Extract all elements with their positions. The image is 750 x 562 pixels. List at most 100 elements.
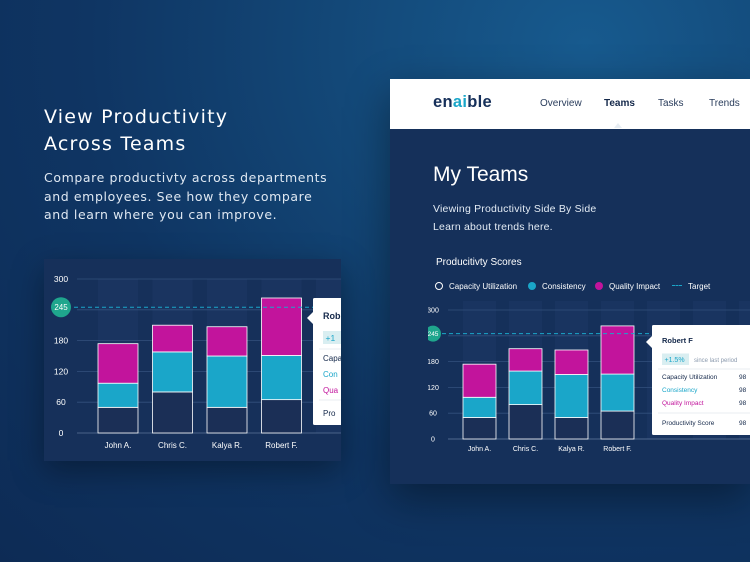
x-category-label: John A. [105,441,132,450]
logo-text: en [433,93,453,111]
bar-segment-quality-impact[interactable] [152,324,193,353]
learn-trends-link[interactable]: Learn about trends here. [433,221,553,233]
y-tick-label: 120 [54,366,68,376]
logo-accent-text: ai [452,93,468,111]
nav-tasks[interactable]: Tasks [658,98,684,109]
tooltip [652,325,750,435]
tooltip-metric-label: Qua [323,386,339,395]
tooltip-score-value: 98 [739,420,747,427]
chart-preview-card: 0 60 120 180 300 John A. Chris C. Kalya R. Rober… [44,259,341,461]
bar-segment-consistency[interactable] [462,396,497,418]
x-category-label: John A. [468,446,491,453]
y-tick-label: 120 [428,385,439,392]
bar-segment-quality-impact[interactable] [462,363,497,398]
productivity-chart: 0 60 120 180 300 John A. Chris C. Kalya R. Rober… [428,301,750,453]
bar-segment-capacity-utilization[interactable] [152,391,193,434]
target-value: 245 [428,331,439,338]
app-header: enaible Overview Teams Tasks Trends [390,79,750,129]
bar-segment-quality-impact[interactable] [261,297,302,356]
chart-title: Producitivty Scores [436,257,522,268]
y-tick-label: 60 [429,411,437,418]
enaible-logo[interactable]: enaible [433,93,492,112]
tooltip-metric-value: 98 [739,400,747,407]
bar-segment-quality-impact[interactable] [97,343,139,384]
y-tick-label: 180 [54,336,68,346]
x-category-label: Chris C. [513,446,538,453]
bar-segment-consistency[interactable] [261,355,302,401]
productivity-chart-preview: 0 60 120 180 300 John A. Chris C. Kalya R. Rober… [51,274,341,450]
bar-segment-quality-impact[interactable] [508,348,543,372]
tooltip-change-badge [662,353,689,365]
y-tick-label: 0 [59,428,64,438]
filled-circle-icon [595,282,603,290]
tooltip-metric-label: Consistency [662,387,698,394]
bar-segment-capacity-utilization[interactable] [206,406,248,434]
bar-segment-capacity-utilization[interactable] [508,404,543,440]
tooltip-title: Rob [323,311,341,321]
bar-segment-capacity-utilization[interactable] [97,406,139,434]
tooltip-metric-label: Quality Impact [662,400,704,407]
tooltip-metric-label: Capacity Utilization [662,374,718,381]
promo-title: View Productivity Across Teams [44,104,228,158]
bar-segment-capacity-utilization[interactable] [261,399,302,434]
target-value: 245 [54,303,68,312]
x-category-label: Kalya R. [558,446,585,453]
bar-segment-quality-impact[interactable] [206,326,248,357]
tooltip-change-badge [323,331,341,344]
legend-target[interactable]: Target [672,282,710,291]
bar-segment-consistency[interactable] [152,351,193,393]
tooltip-score-label: Pro [323,409,336,418]
legend-label: Quality Impact [609,282,661,291]
page-title: My Teams [433,163,529,186]
y-tick-label: 60 [56,397,66,407]
x-category-label: Robert F. [603,446,631,453]
nav-trends[interactable]: Trends [709,98,740,109]
tooltip-since-label: since last period [694,358,737,364]
legend-quality-impact[interactable]: Quality Impact [595,282,660,291]
tooltip-title: Robert F [662,336,693,345]
bar-segment-capacity-utilization[interactable] [462,417,497,440]
y-tick-label: 300 [428,307,439,314]
promo-title-line: Across Teams [44,133,187,155]
page-subtitle: Viewing Productivity Side By Side [433,203,597,215]
x-category-label: Chris C. [158,441,187,450]
promo-description-line: and employees. See how they compare [44,188,313,204]
tooltip-change-value: +1 [326,333,336,343]
bar-segment-capacity-utilization[interactable] [554,417,589,440]
y-tick-label: 180 [428,359,439,366]
tooltip-score-label: Productivity Score [662,420,715,427]
bar-segment-quality-impact[interactable] [554,349,589,375]
dashed-line-icon [672,285,682,286]
bar-segment-consistency[interactable] [97,382,139,408]
promo-description: Compare productivty across departments a… [44,169,344,225]
legend-capacity-utilization[interactable]: Capacity Utilization [435,282,517,291]
target-badge [428,325,441,342]
app-window: enaible Overview Teams Tasks Trends My T… [390,79,750,484]
nav-teams[interactable]: Teams [604,98,635,109]
tooltip-pointer [307,312,313,324]
bar-segment-consistency[interactable] [554,374,589,418]
promo-description-line: Compare productivty across departments [44,170,328,185]
nav-overview[interactable]: Overview [540,98,582,109]
bar-segment-consistency[interactable] [508,370,543,405]
bar-segment-capacity-utilization[interactable] [600,410,635,440]
x-category-label: Kalya R. [212,441,242,450]
promo-title-line: View Productivity [44,106,229,128]
logo-text: ble [467,93,492,111]
tooltip-metric-label: Capa [323,354,341,363]
x-category-label: Robert F. [265,441,297,450]
legend-label: Consistency [542,282,586,291]
bar-segment-quality-impact[interactable] [600,325,635,375]
tooltip-pointer [646,336,652,348]
bar-segment-consistency[interactable] [600,373,635,412]
bar-segment-consistency[interactable] [206,355,248,408]
promo-description-line: and learn where you can improve. [44,207,278,222]
legend-consistency[interactable]: Consistency [528,282,586,291]
legend-label: Target [688,282,711,291]
tooltip-metric-label: Con [323,370,338,379]
tooltip-metric-value: 98 [739,387,747,394]
y-tick-label: 300 [54,274,68,284]
tooltip-metric-value: 98 [739,374,747,381]
tooltip-change-value: +1.5% [665,357,685,364]
y-tick-label: 0 [431,436,435,443]
